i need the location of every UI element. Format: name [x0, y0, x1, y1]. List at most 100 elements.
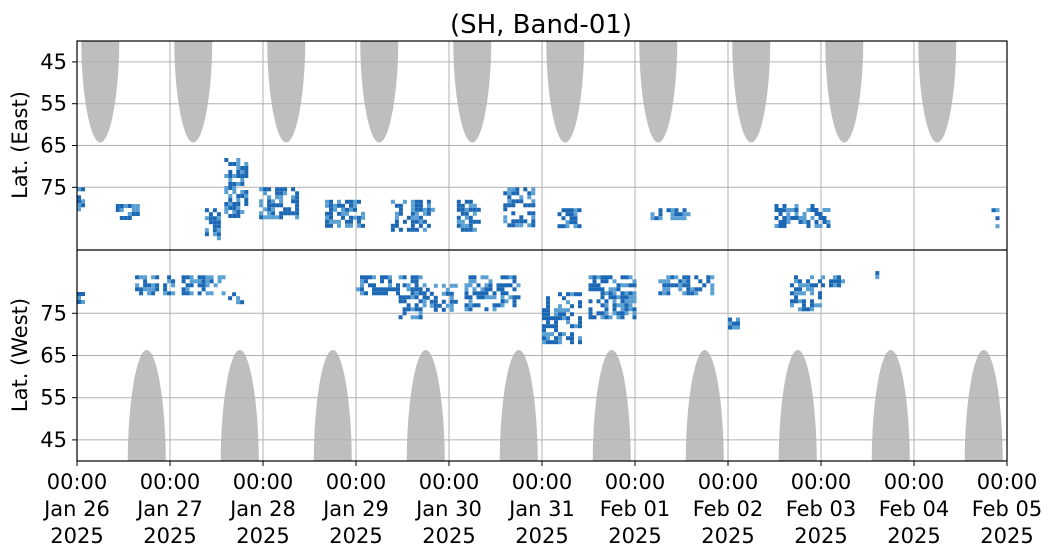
echo-pixel	[410, 307, 415, 312]
echo-pixel	[406, 295, 411, 300]
echo-pixel	[632, 283, 637, 288]
echo-pixel	[394, 223, 399, 228]
echo-pixel	[662, 283, 667, 288]
echo-pixel	[402, 275, 407, 280]
echo-pixel	[433, 295, 438, 300]
echo-pixel	[500, 283, 505, 288]
echo-pixel	[81, 300, 85, 304]
echo-pixel	[414, 275, 419, 280]
echo-pixel	[519, 223, 524, 228]
echo-pixel	[189, 283, 194, 288]
echo-pixel	[810, 208, 815, 212]
echo-pixel	[566, 300, 570, 305]
echo-pixel	[410, 219, 415, 224]
echo-pixel	[135, 283, 140, 288]
echo-pixel	[515, 223, 520, 228]
echo-pixel	[380, 275, 384, 280]
echo-pixel	[228, 178, 233, 182]
echo-pixel	[197, 279, 202, 284]
echo-data	[77, 158, 1000, 345]
echo-pixel	[806, 287, 810, 292]
echo-pixel	[216, 220, 221, 225]
x-tick-label: Jan 30	[414, 497, 482, 521]
night-region-east	[81, 41, 120, 143]
echo-pixel	[566, 336, 570, 341]
echo-pixel	[410, 227, 415, 232]
echo-pixel	[212, 216, 217, 221]
x-tick-label: 2025	[887, 524, 940, 548]
echo-pixel	[337, 203, 341, 208]
echo-pixel	[263, 191, 268, 196]
echo-pixel	[402, 295, 407, 300]
x-tick-label: 2025	[50, 524, 103, 548]
echo-pixel	[995, 216, 1000, 221]
echo-pixel	[472, 207, 477, 212]
echo-pixel	[181, 275, 186, 280]
echo-pixel	[600, 315, 605, 320]
echo-pixel	[240, 174, 245, 178]
echo-pixel	[185, 287, 190, 292]
echo-pixel	[573, 208, 578, 213]
echo-pixel	[632, 295, 637, 300]
echo-pixel	[209, 275, 214, 280]
echo-pixel	[216, 216, 221, 221]
echo-pixel	[542, 336, 546, 341]
echo-pixel	[425, 287, 430, 292]
echo-pixel	[414, 211, 419, 216]
echo-pixel	[259, 215, 264, 220]
echo-pixel	[402, 307, 407, 312]
echo-pixel	[259, 211, 264, 216]
echo-pixel	[698, 279, 703, 284]
echo-pixel	[570, 336, 574, 341]
echo-pixel	[197, 275, 202, 280]
echo-pixel	[624, 283, 629, 288]
echo-pixel	[127, 216, 132, 220]
echo-pixel	[291, 199, 296, 204]
echo-pixel	[500, 295, 505, 300]
echo-pixel	[345, 223, 349, 228]
echo-pixel	[445, 287, 450, 292]
echo-pixel	[279, 203, 284, 208]
echo-pixel	[259, 187, 264, 192]
echo-pixel	[624, 299, 629, 304]
echo-pixel	[341, 203, 345, 208]
echo-pixel	[171, 291, 176, 296]
echo-pixel	[139, 291, 144, 296]
echo-pixel	[818, 291, 822, 296]
echo-pixel	[570, 304, 574, 309]
echo-pixel	[578, 340, 582, 345]
echo-pixel	[821, 275, 825, 280]
echo-pixel	[325, 203, 329, 208]
echo-pixel	[468, 199, 473, 204]
echo-pixel	[658, 279, 663, 284]
y-tick-label-west: 45	[40, 428, 67, 452]
echo-pixel	[204, 216, 209, 221]
echo-pixel	[608, 295, 613, 300]
echo-pixel	[578, 304, 582, 309]
echo-pixel	[232, 214, 237, 218]
echo-pixel	[135, 208, 140, 212]
echo-pixel	[418, 215, 423, 220]
echo-pixel	[728, 321, 732, 326]
echo-pixel	[333, 203, 337, 208]
echo-pixel	[806, 279, 810, 284]
echo-pixel	[531, 219, 536, 224]
echo-pixel	[488, 287, 493, 292]
echo-pixel	[228, 206, 233, 210]
echo-pixel	[449, 295, 454, 300]
echo-pixel	[600, 287, 605, 292]
echo-pixel	[732, 321, 736, 326]
echo-pixel	[345, 211, 349, 216]
echo-pixel	[232, 186, 237, 190]
echo-pixel	[523, 187, 528, 192]
echo-pixel	[333, 207, 337, 212]
echo-pixel	[995, 208, 1000, 213]
echo-pixel	[569, 216, 574, 221]
echo-pixel	[472, 227, 477, 232]
echo-pixel	[295, 195, 300, 200]
echo-pixel	[232, 162, 237, 166]
echo-pixel	[562, 332, 566, 337]
echo-pixel	[167, 279, 172, 284]
echo-pixel	[151, 275, 156, 280]
echo-pixel	[361, 215, 365, 220]
